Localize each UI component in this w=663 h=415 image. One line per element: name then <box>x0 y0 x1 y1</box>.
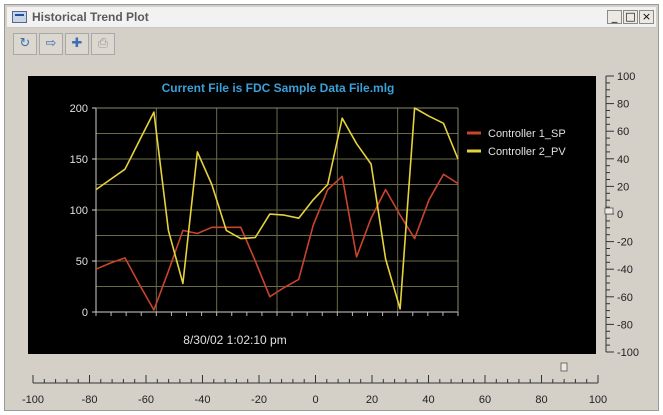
bottom-scale-label: 0 <box>312 394 318 406</box>
right-scale-label: 100 <box>617 71 635 83</box>
right-scale-label: -80 <box>617 319 633 331</box>
x-axis-label: 8/30/02 1:02:10 pm <box>183 333 286 347</box>
bottom-scale-label: -60 <box>138 394 154 406</box>
bottom-scale-label: -80 <box>82 394 98 406</box>
bottom-scale-label: -20 <box>251 394 267 406</box>
right-y-scale[interactable]: 100 80 60 40 20 0 -20 -40 -60 -80 -100 <box>606 71 639 359</box>
y-tick-label: 150 <box>70 154 88 166</box>
right-scale-label: 80 <box>617 99 629 111</box>
chart-title: Current File is FDC Sample Data File.mlg <box>162 81 395 95</box>
right-scale-label: 0 <box>617 209 623 221</box>
right-scale-label: -40 <box>617 264 633 276</box>
bottom-scale-label: -40 <box>195 394 211 406</box>
right-scale-label: -60 <box>617 292 633 304</box>
right-scale-slider[interactable] <box>605 208 613 214</box>
bottom-scale-slider[interactable] <box>561 363 567 371</box>
bottom-scale-label: -100 <box>22 394 44 406</box>
y-tick-label: 0 <box>82 307 88 319</box>
y-tick-label: 100 <box>70 205 88 217</box>
legend-label: Controller 2_PV <box>488 146 566 158</box>
right-scale-label: 40 <box>617 154 629 166</box>
y-tick-label: 50 <box>76 256 88 268</box>
legend-label: Controller 1_SP <box>488 128 566 140</box>
bottom-scale-label: 60 <box>479 394 491 406</box>
bottom-scale-label: 40 <box>422 394 434 406</box>
right-scale-label: -100 <box>617 347 639 359</box>
bottom-scale-label: 100 <box>589 394 607 406</box>
right-scale-label: 20 <box>617 181 629 193</box>
right-scale-label: -20 <box>617 237 633 249</box>
right-scale-label: 60 <box>617 126 629 138</box>
y-tick-label: 200 <box>70 103 88 115</box>
bottom-scale-label: 20 <box>366 394 378 406</box>
bottom-x-scale[interactable]: -100 -80 -60 -40 -20 0 20 40 60 80 100 <box>22 375 607 406</box>
bottom-scale-label: 80 <box>535 394 547 406</box>
